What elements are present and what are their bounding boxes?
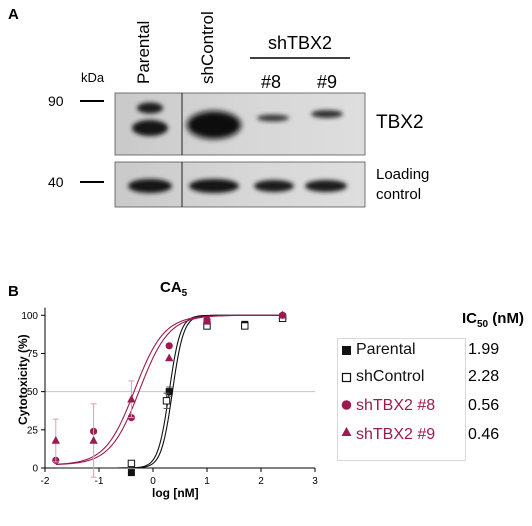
point-shtbx2-8 (165, 342, 173, 350)
ic50-value-sh9: 0.46 (468, 426, 500, 443)
point-shtbx2-9 (165, 353, 174, 362)
point-shcontrol (241, 322, 249, 330)
x-axis-label: log [nM] (152, 486, 199, 500)
legend-box (337, 338, 466, 461)
lc-band-shcontrol (189, 179, 239, 193)
point-shtbx2-9 (127, 394, 136, 403)
lane-label-9: #9 (317, 72, 338, 92)
legend-label-sh8: shTBX2 #8 (356, 397, 436, 414)
x-tick-label: 0 (150, 476, 156, 487)
band-sh9 (311, 110, 343, 118)
lc-band-parental (128, 179, 172, 193)
band-label-loading: Loading (376, 166, 430, 183)
band-label-control: control (376, 186, 422, 203)
ic50-value-sh8: 0.56 (468, 397, 500, 414)
marker-40: 40 (48, 174, 64, 190)
group-label-shtbx2: shTBX2 (268, 33, 333, 53)
point-shtbx2-9 (51, 436, 60, 444)
x-tick-label: 3 (312, 476, 318, 487)
point-parental (165, 388, 173, 396)
ic50-value-shcontrol: 2.28 (468, 368, 500, 385)
y-tick-label: 100 (21, 311, 38, 322)
ic50-value-parental: 1.99 (468, 341, 500, 358)
y-tick-label: 25 (27, 425, 39, 436)
legend-label-shcontrol: shControl (356, 368, 425, 385)
band-label-tbx2: TBX2 (376, 112, 424, 133)
legend-marker-parental (342, 346, 351, 355)
point-shtbx2-9 (278, 310, 287, 319)
point-shcontrol (162, 397, 171, 405)
tbx2-blot (114, 92, 366, 156)
legend-markers (341, 346, 352, 436)
western-blot-image (80, 57, 366, 208)
band-parental-lower (132, 120, 168, 136)
ic50-header: IC50 (nM) (462, 310, 524, 330)
band-parental-upper (137, 102, 163, 114)
y-tick-label: 0 (32, 464, 38, 475)
lane-label-8: #8 (261, 72, 282, 92)
loading-control-blot (114, 161, 366, 208)
lc-band-sh9 (305, 180, 347, 192)
legend-marker-shcontrol (341, 372, 352, 383)
x-tick-label: 1 (204, 476, 210, 487)
band-sh8 (257, 114, 289, 122)
x-tick-label: 2 (258, 476, 264, 487)
legend-marker-sh9 (341, 427, 352, 436)
marker-90: 90 (48, 93, 64, 109)
legend-label-parental: Parental (356, 341, 416, 358)
panel-a-letter: A (8, 6, 19, 23)
y-tick-label: 50 (27, 387, 39, 398)
point-shtbx2-9 (202, 316, 212, 325)
chart-title: CA5 (160, 279, 188, 299)
point-parental (127, 469, 135, 477)
y-tick-label: 75 (27, 349, 39, 360)
x-tick-label: -1 (95, 476, 104, 487)
point-shtbx2-9 (89, 436, 98, 444)
legend-marker-sh8 (341, 400, 352, 410)
legend-label-sh9: shTBX2 #9 (356, 426, 436, 443)
panel-b-letter: B (8, 283, 19, 300)
lc-band-sh8 (254, 180, 294, 192)
point-shcontrol (127, 459, 136, 468)
x-tick-label: -2 (41, 476, 50, 487)
y-axis-label: Cytotoxicity (%) (16, 334, 30, 425)
band-shcontrol (187, 111, 241, 139)
kda-label: kDa (81, 70, 105, 85)
